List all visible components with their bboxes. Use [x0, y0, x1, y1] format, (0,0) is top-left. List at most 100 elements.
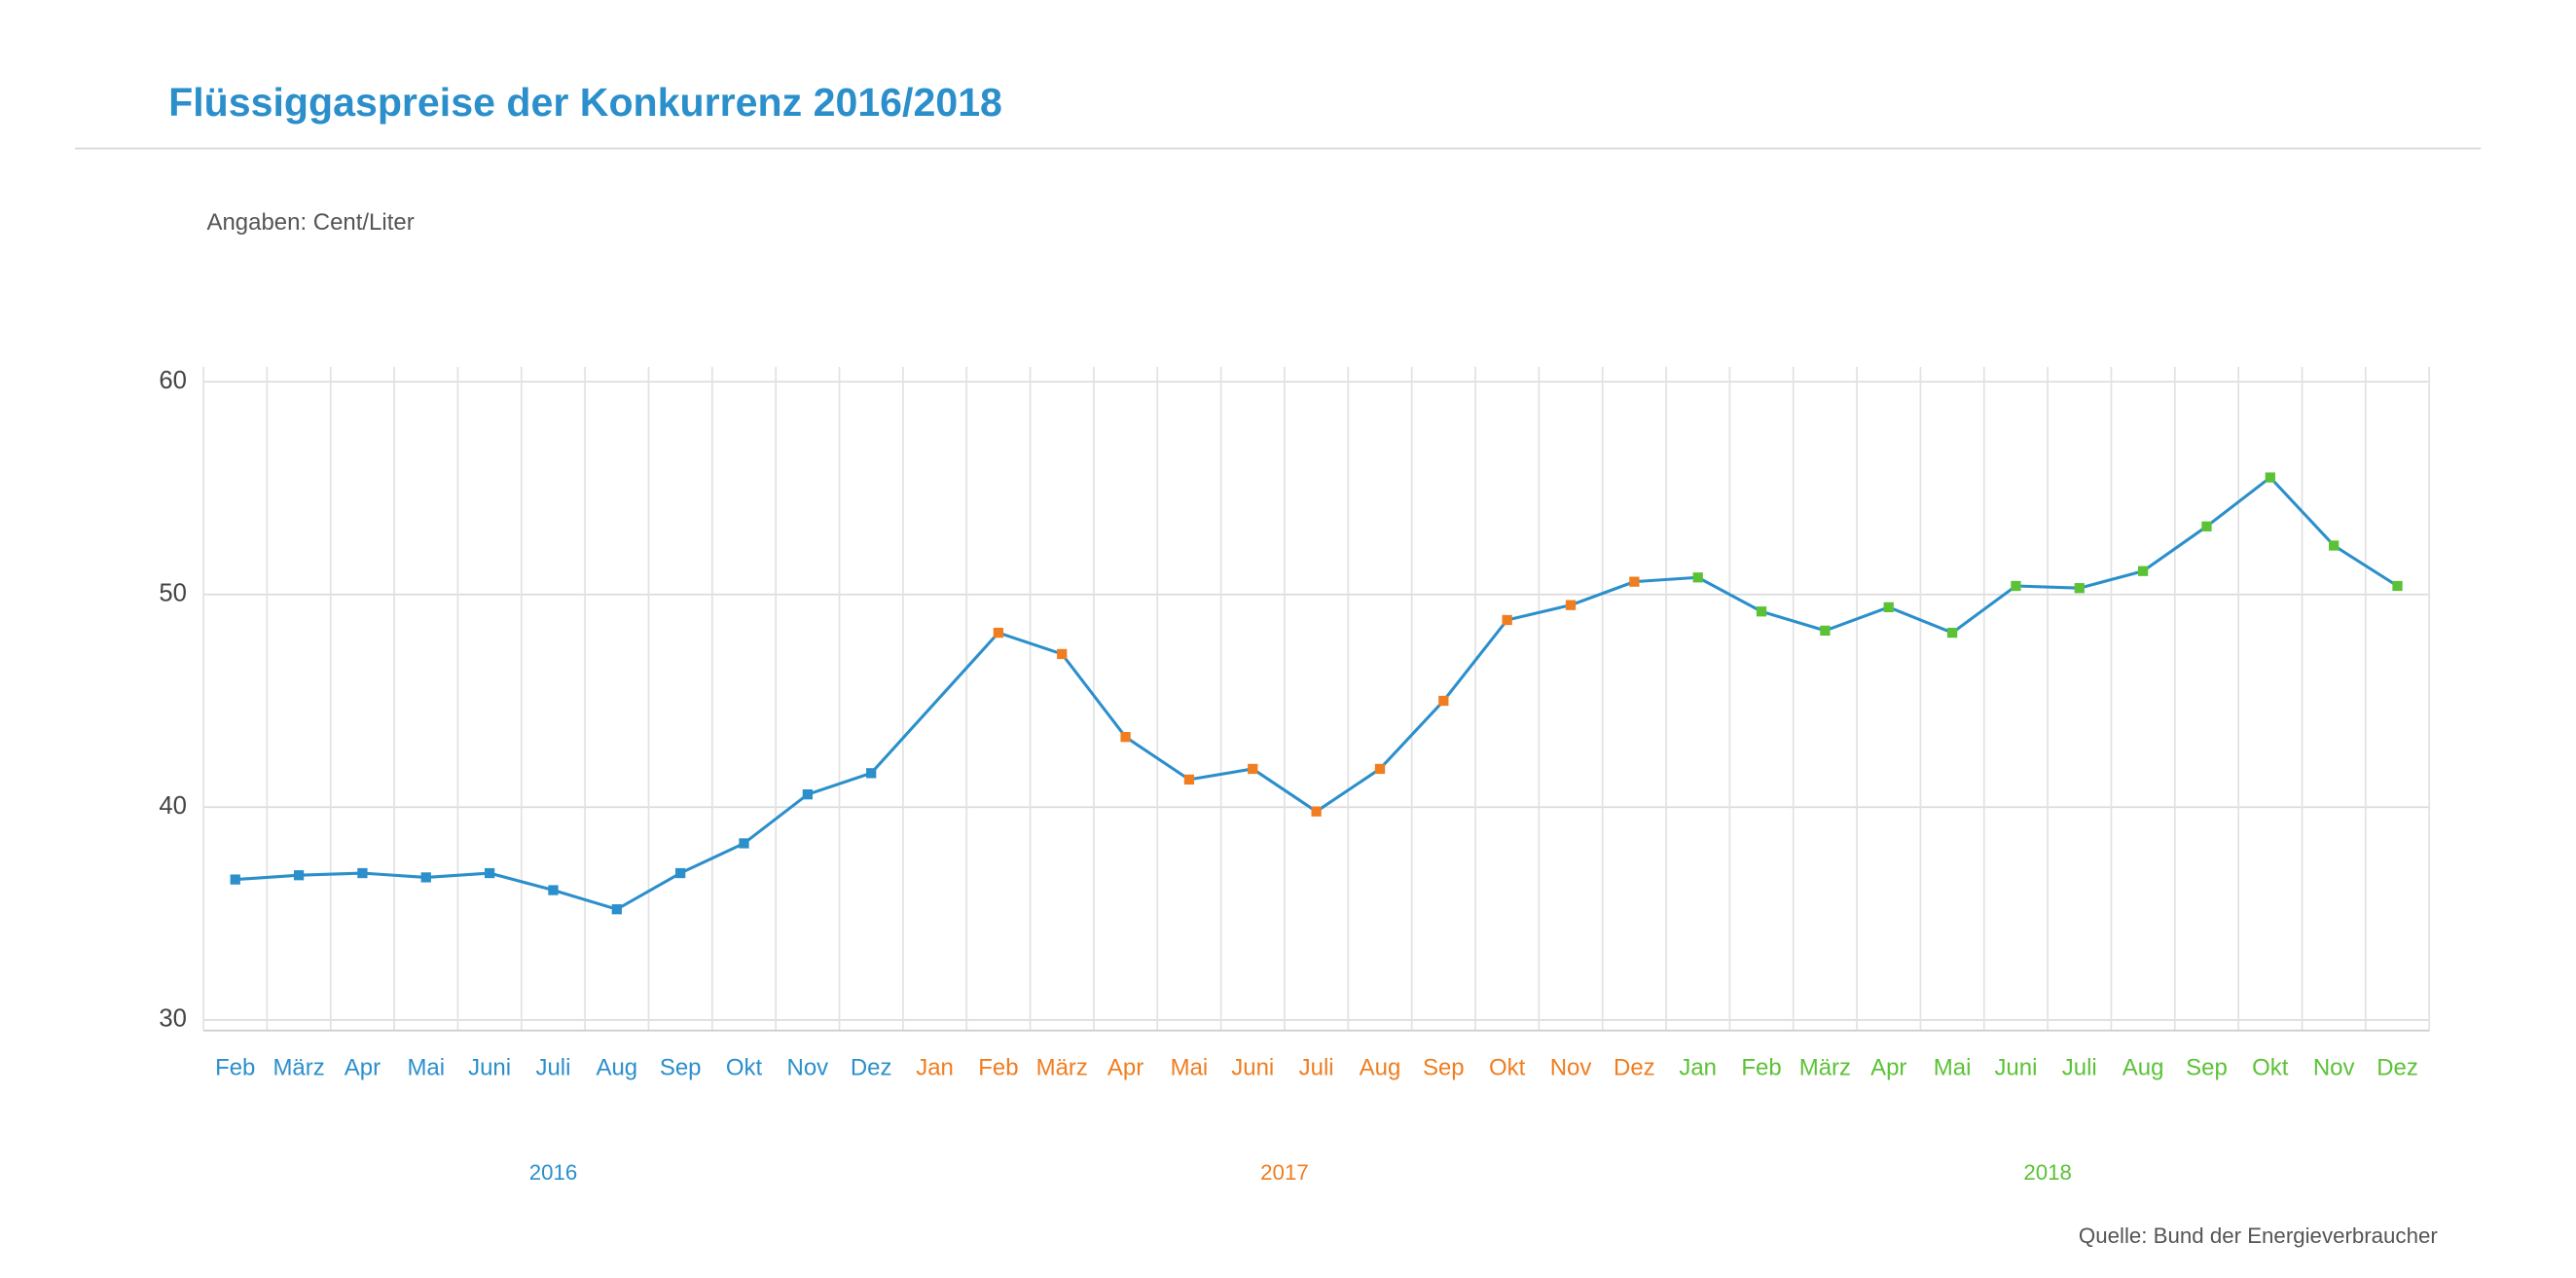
year-label: 2017 [1260, 1160, 1309, 1185]
point-marker [802, 789, 813, 800]
x-tick-label: Aug [2122, 1054, 2164, 1080]
x-tick-label: Okt [1489, 1054, 1526, 1080]
x-tick-label: März [1036, 1054, 1088, 1080]
x-tick-label: Juli [2062, 1054, 2097, 1080]
point-marker [1374, 763, 1386, 775]
point-marker [548, 885, 559, 895]
line-segment [1951, 584, 2017, 635]
point-marker [230, 874, 240, 885]
x-tick-label: Juni [1231, 1054, 1274, 1080]
line-segment [1888, 605, 1953, 635]
point-marker [1248, 763, 1258, 775]
point-marker [739, 838, 749, 849]
point-marker [1756, 606, 1767, 617]
line-segment [1634, 575, 1698, 584]
point-marker [1946, 627, 1958, 639]
point-marker [2392, 580, 2403, 592]
point-marker [420, 872, 431, 883]
point-marker [357, 867, 368, 879]
y-tick-label: 30 [159, 1005, 187, 1033]
point-marker [1183, 774, 1195, 785]
line-segment [1696, 575, 1762, 613]
x-tick-label: Juli [535, 1054, 570, 1080]
x-tick-label: Dez [851, 1054, 892, 1080]
x-tick-label: Juni [1994, 1054, 2037, 1080]
line-segment [299, 871, 363, 877]
line-segment [807, 771, 872, 796]
point-marker [2201, 521, 2212, 531]
point-marker [1120, 732, 1131, 743]
point-marker [1502, 614, 1512, 626]
point-marker [866, 768, 877, 779]
line-segment [2142, 525, 2208, 572]
line-segment [1760, 609, 1826, 633]
line-segment [1506, 603, 1572, 622]
point-marker [293, 870, 305, 881]
x-tick-label: Nov [1550, 1054, 1592, 1080]
x-tick-label: Apr [1870, 1054, 1906, 1080]
line-segment [1188, 767, 1253, 782]
point-marker [1820, 625, 1831, 637]
line-segment [489, 871, 554, 893]
line-segment [2333, 544, 2399, 588]
x-tick-label: Feb [1741, 1054, 1781, 1080]
x-tick-label: Sep [1423, 1054, 1465, 1080]
point-marker [2074, 583, 2085, 594]
line-segment [679, 842, 745, 875]
line-segment [2079, 569, 2144, 590]
x-tick-label: Apr [1107, 1054, 1143, 1080]
line-segment [2205, 476, 2271, 529]
x-tick-label: Dez [1614, 1054, 1655, 1080]
x-tick-label: Okt [726, 1054, 763, 1080]
point-marker [1692, 572, 1703, 583]
x-tick-label: Jan [916, 1054, 954, 1080]
x-tick-label: Juli [1299, 1054, 1334, 1080]
year-label: 2018 [2023, 1160, 2072, 1185]
point-marker [1565, 600, 1577, 610]
line-segment [235, 873, 300, 882]
line-segment [2268, 476, 2336, 547]
point-marker [993, 627, 1004, 639]
line-segment [870, 632, 1000, 775]
source: Quelle: Bund der Energieverbraucher [2079, 1223, 2438, 1248]
line-segment [1252, 767, 1318, 813]
line-segment [1570, 580, 1635, 607]
point-marker [1438, 695, 1449, 707]
x-tick-label: Nov [2313, 1054, 2355, 1080]
x-tick-label: Apr [345, 1054, 381, 1080]
line-segment [743, 792, 809, 845]
y-tick-label: 40 [159, 792, 187, 820]
line-segment [2015, 584, 2080, 590]
line-segment [998, 631, 1063, 656]
point-marker [2265, 472, 2275, 483]
line-segment [1315, 767, 1381, 813]
line-segment [1824, 605, 1890, 633]
x-tick-label: Aug [596, 1054, 637, 1080]
line-segment [1442, 619, 1508, 702]
line-segment [1061, 653, 1127, 739]
point-marker [611, 904, 622, 915]
y-tick-label: 50 [159, 580, 187, 607]
x-tick-label: Sep [660, 1054, 702, 1080]
x-tick-label: Mai [1171, 1054, 1209, 1080]
line-segment [362, 871, 426, 879]
x-tick-label: Mai [407, 1054, 445, 1080]
chart-title: Flüssiggaspreise der Konkurrenz 2016/201… [168, 80, 1002, 125]
line-segment [1378, 699, 1445, 771]
point-marker [1629, 576, 1640, 587]
x-tick-label: Mai [1934, 1054, 1972, 1080]
line-segment [1124, 735, 1190, 782]
point-marker [2011, 580, 2021, 592]
x-tick-label: Nov [787, 1054, 829, 1080]
point-marker [675, 867, 686, 879]
x-tick-label: Aug [1360, 1054, 1401, 1080]
line-segment [616, 871, 681, 911]
x-tick-label: Feb [978, 1054, 1018, 1080]
point-marker [484, 867, 495, 879]
x-tick-label: Juni [468, 1054, 511, 1080]
point-marker [1883, 602, 1894, 612]
point-marker [2329, 540, 2340, 551]
x-tick-label: Dez [2376, 1054, 2418, 1080]
subtitle: Angaben: Cent/Liter [206, 209, 414, 236]
